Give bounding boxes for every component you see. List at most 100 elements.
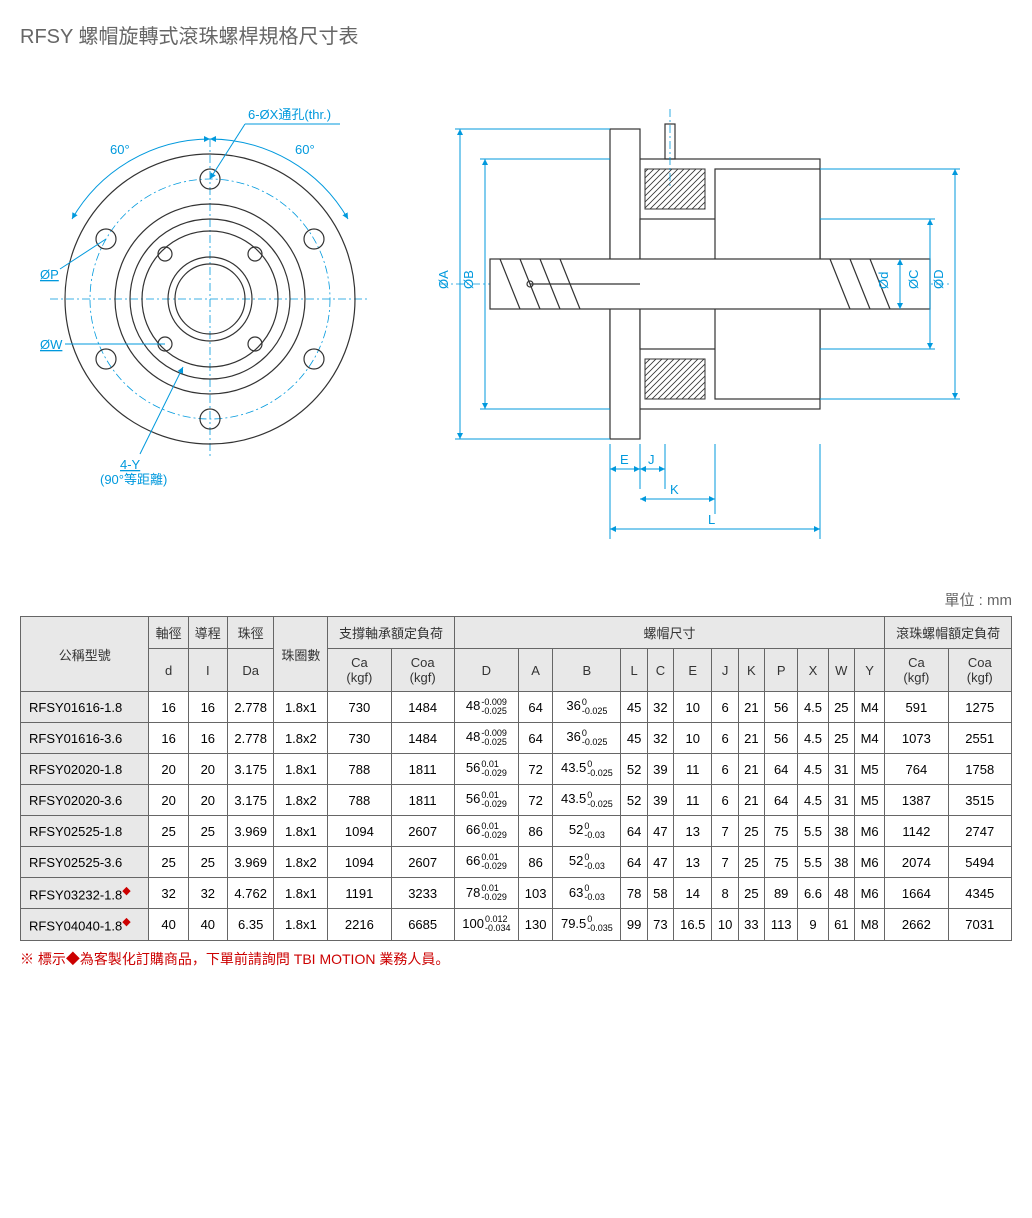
col-model: 公稱型號 xyxy=(21,617,149,692)
cell-dimp: 89 xyxy=(765,878,798,909)
spec-table-body: RFSY01616-1.816162.7781.8x1730148448-0.0… xyxy=(21,692,1012,941)
cell-bca: 2216 xyxy=(328,909,391,940)
col-dim-j: J xyxy=(712,649,738,692)
cell-circ: 1.8x1 xyxy=(274,692,328,723)
cell-nca: 764 xyxy=(885,754,948,785)
dia-D-label: ØD xyxy=(931,270,946,290)
cell-dima: 86 xyxy=(518,816,552,847)
cell-diml: 99 xyxy=(621,909,647,940)
cell-dimk: 21 xyxy=(738,785,764,816)
technical-drawings: 60° 60° 6-ØX通孔(thr.) ØP ØW 4-Y (90°等距離) xyxy=(20,69,1012,539)
cell-d: 25 xyxy=(149,816,188,847)
cell-dimc: 58 xyxy=(647,878,673,909)
col-nut-load: 滾珠螺帽額定負荷 xyxy=(885,617,1012,649)
col-dim-p: P xyxy=(765,649,798,692)
spec-table-header: 公稱型號 軸徑 導程 珠徑 珠圈數 支撐軸承額定負荷 螺帽尺寸 滾珠螺帽額定負荷… xyxy=(21,617,1012,692)
col-bca: Ca(kgf) xyxy=(328,649,391,692)
dim-e-label: E xyxy=(620,452,629,467)
cell-dimj: 7 xyxy=(712,847,738,878)
cell-circ: 1.8x2 xyxy=(274,785,328,816)
table-row: RFSY02525-3.625253.9691.8x210942607660.0… xyxy=(21,847,1012,878)
cell-dimx: 9 xyxy=(798,909,828,940)
cell-model: RFSY01616-1.8 xyxy=(21,692,149,723)
cell-dima: 130 xyxy=(518,909,552,940)
cell-dimw: 31 xyxy=(828,754,854,785)
cell-dimy: M6 xyxy=(854,847,884,878)
angle-60-left: 60° xyxy=(110,142,130,157)
cell-dimw: 38 xyxy=(828,816,854,847)
cell-dimx: 4.5 xyxy=(798,754,828,785)
cell-dimx: 4.5 xyxy=(798,692,828,723)
cell-bcoa: 1484 xyxy=(391,723,454,754)
cell-i: 25 xyxy=(188,816,227,847)
col-shaft-d: 軸徑 xyxy=(149,617,188,649)
cell-ncoa: 5494 xyxy=(948,847,1011,878)
cell-dimj: 8 xyxy=(712,878,738,909)
cell-dimp: 113 xyxy=(765,909,798,940)
col-bcoa: Coa(kgf) xyxy=(391,649,454,692)
cell-dimc: 39 xyxy=(647,754,673,785)
cell-bcoa: 1484 xyxy=(391,692,454,723)
angle-60-right: 60° xyxy=(295,142,315,157)
cell-dimw: 31 xyxy=(828,785,854,816)
front-view-diagram: 60° 60° 6-ØX通孔(thr.) ØP ØW 4-Y (90°等距離) xyxy=(20,69,400,489)
cell-dimy: M8 xyxy=(854,909,884,940)
cell-dimc: 47 xyxy=(647,847,673,878)
cell-dimd: 48-0.009-0.025 xyxy=(454,692,518,723)
cell-dimd: 1000.012-0.034 xyxy=(454,909,518,940)
cell-bca: 730 xyxy=(328,723,391,754)
cell-nca: 1073 xyxy=(885,723,948,754)
cell-model: RFSY02525-1.8 xyxy=(21,816,149,847)
cell-dime: 13 xyxy=(674,816,712,847)
cell-d: 40 xyxy=(149,909,188,940)
spec-table: 公稱型號 軸徑 導程 珠徑 珠圈數 支撐軸承額定負荷 螺帽尺寸 滾珠螺帽額定負荷… xyxy=(20,616,1012,941)
cell-dime: 16.5 xyxy=(674,909,712,940)
col-dim-x: X xyxy=(798,649,828,692)
cell-dimp: 75 xyxy=(765,847,798,878)
cell-dime: 11 xyxy=(674,785,712,816)
cell-diml: 45 xyxy=(621,723,647,754)
cell-dimd: 48-0.009-0.025 xyxy=(454,723,518,754)
four-y-label: 4-Y xyxy=(120,457,141,472)
cell-diml: 52 xyxy=(621,785,647,816)
cell-model: RFSY02020-3.6 xyxy=(21,785,149,816)
cell-da: 3.969 xyxy=(227,816,274,847)
cell-dimp: 75 xyxy=(765,816,798,847)
cell-dimc: 39 xyxy=(647,785,673,816)
cell-dimj: 6 xyxy=(712,692,738,723)
cell-dima: 86 xyxy=(518,847,552,878)
cell-dimy: M6 xyxy=(854,816,884,847)
cell-diml: 64 xyxy=(621,847,647,878)
cell-dimx: 4.5 xyxy=(798,723,828,754)
dim-j-label: J xyxy=(648,452,655,467)
page-title: RFSY 螺帽旋轉式滾珠螺桿規格尺寸表 xyxy=(20,20,1012,49)
col-dim-d: D xyxy=(454,649,518,692)
cell-dima: 72 xyxy=(518,754,552,785)
cell-dimk: 33 xyxy=(738,909,764,940)
dia-p-label: ØP xyxy=(40,267,59,282)
table-row: RFSY03232-1.8◆32324.7621.8x111913233780.… xyxy=(21,878,1012,909)
col-dim-c: C xyxy=(647,649,673,692)
col-nut-dims: 螺帽尺寸 xyxy=(454,617,884,649)
cell-dimy: M5 xyxy=(854,785,884,816)
cell-dimd: 660.01-0.029 xyxy=(454,816,518,847)
cell-model: RFSY01616-3.6 xyxy=(21,723,149,754)
cell-dimy: M4 xyxy=(854,723,884,754)
through-hole-label: 6-ØX通孔(thr.) xyxy=(248,107,331,122)
cell-dimx: 5.5 xyxy=(798,816,828,847)
cell-da: 4.762 xyxy=(227,878,274,909)
cell-i: 20 xyxy=(188,785,227,816)
cell-dimb: 79.50-0.035 xyxy=(553,909,621,940)
cell-dimy: M5 xyxy=(854,754,884,785)
cell-i: 16 xyxy=(188,692,227,723)
cell-i: 20 xyxy=(188,754,227,785)
cell-dimc: 73 xyxy=(647,909,673,940)
cell-bca: 1094 xyxy=(328,816,391,847)
cell-model: RFSY04040-1.8◆ xyxy=(21,909,149,940)
footnote: ※ 標示◆為客製化訂購商品，下單前請詢問 TBI MOTION 業務人員。 xyxy=(20,949,1012,969)
col-nca: Ca(kgf) xyxy=(885,649,948,692)
cell-dimk: 21 xyxy=(738,723,764,754)
cell-dimw: 25 xyxy=(828,692,854,723)
col-d: d xyxy=(149,649,188,692)
cell-ncoa: 1758 xyxy=(948,754,1011,785)
